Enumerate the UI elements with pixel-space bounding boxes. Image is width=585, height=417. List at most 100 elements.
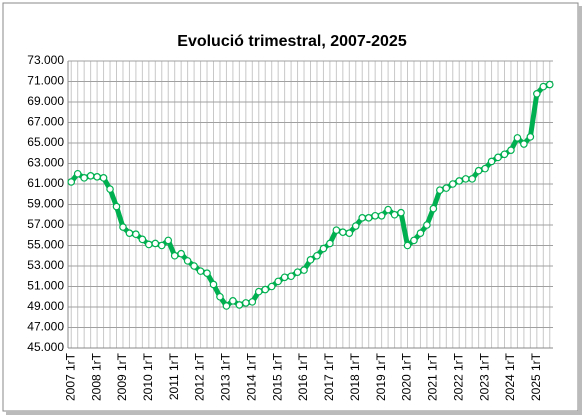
chart-frame xyxy=(2,2,579,412)
x-tick-label: 2009 1rT xyxy=(115,352,129,401)
data-point xyxy=(351,222,360,230)
data-point xyxy=(248,298,257,306)
data-point xyxy=(313,251,321,260)
data-point xyxy=(209,280,218,289)
data-point xyxy=(261,285,270,294)
data-point xyxy=(196,267,205,275)
data-point xyxy=(293,268,302,276)
data-point xyxy=(526,133,535,141)
data-point xyxy=(436,186,444,194)
data-point xyxy=(300,266,308,274)
data-point xyxy=(157,241,166,250)
data-point xyxy=(442,184,451,192)
data-point xyxy=(216,292,224,301)
data-point xyxy=(371,211,379,220)
data-point xyxy=(468,175,476,183)
y-tick-label: 49.000 xyxy=(27,299,64,313)
data-point xyxy=(487,157,496,166)
x-tick-label: 2022 1rT xyxy=(451,352,465,401)
y-tick-label: 53.000 xyxy=(27,258,64,272)
x-tick-label: 2013 1rT xyxy=(219,352,233,401)
data-point xyxy=(106,185,114,193)
data-point xyxy=(170,251,179,260)
data-point xyxy=(125,229,134,238)
data-point xyxy=(500,150,509,159)
data-point xyxy=(138,235,147,244)
data-point xyxy=(280,273,289,282)
data-point xyxy=(287,272,295,281)
data-point xyxy=(520,140,528,148)
y-tick-label: 59.000 xyxy=(27,197,64,211)
y-tick-label: 67.000 xyxy=(27,115,64,129)
data-point xyxy=(151,239,160,248)
data-point xyxy=(99,174,108,182)
data-point xyxy=(73,169,82,178)
y-tick-label: 73.000 xyxy=(27,53,64,67)
data-point xyxy=(242,299,250,307)
data-point xyxy=(423,221,431,229)
x-tick-label: 2008 1rT xyxy=(89,352,103,401)
data-point xyxy=(86,172,95,180)
data-point xyxy=(416,229,425,238)
y-tick-label: 45.000 xyxy=(27,340,64,354)
data-point xyxy=(545,80,554,89)
data-point xyxy=(403,241,412,250)
data-point xyxy=(183,257,192,265)
x-tick-label: 2012 1rT xyxy=(193,352,207,401)
x-tick-label: 2024 1rT xyxy=(503,352,517,401)
data-point xyxy=(145,240,153,249)
x-tick-label: 2018 1rT xyxy=(348,352,362,401)
data-point xyxy=(507,146,515,154)
frame-shadow xyxy=(578,6,582,414)
x-tick-label: 2025 1rT xyxy=(529,352,543,401)
y-tick-label: 69.000 xyxy=(27,94,64,108)
data-point xyxy=(533,90,541,98)
data-point xyxy=(235,301,244,309)
x-tick-label: 2014 1rT xyxy=(244,352,258,401)
y-tick-label: 65.000 xyxy=(27,135,64,149)
data-point xyxy=(481,164,489,173)
data-point xyxy=(267,282,276,291)
data-point xyxy=(364,214,373,222)
x-tick-label: 2007 1rT xyxy=(63,352,77,401)
x-tick-label: 2017 1rT xyxy=(322,352,336,401)
data-point xyxy=(274,277,282,286)
data-point xyxy=(164,236,173,245)
data-point xyxy=(384,205,392,214)
data-point xyxy=(93,173,101,181)
data-point xyxy=(397,208,405,217)
x-tick-label: 2010 1rT xyxy=(141,352,155,401)
x-tick-label: 2019 1rT xyxy=(374,352,388,401)
data-point xyxy=(306,256,315,264)
y-tick-label: 63.000 xyxy=(27,156,64,170)
chart-title: Evolució trimestral, 2007-2025 xyxy=(177,33,407,50)
data-point xyxy=(345,229,354,238)
data-point xyxy=(190,262,198,270)
x-tick-label: 2020 1rT xyxy=(400,352,414,401)
data-point xyxy=(390,210,399,219)
data-point xyxy=(112,202,121,211)
data-point xyxy=(132,230,140,239)
data-point xyxy=(332,226,341,234)
y-tick-label: 55.000 xyxy=(27,238,64,252)
y-tick-label: 71.000 xyxy=(27,74,64,88)
data-point xyxy=(229,297,237,305)
data-point xyxy=(222,302,231,310)
data-point xyxy=(539,82,548,91)
data-point xyxy=(410,236,418,245)
data-point xyxy=(203,269,211,277)
data-point xyxy=(494,153,502,162)
data-point xyxy=(513,134,522,142)
x-tick-label: 2015 1rT xyxy=(270,352,284,401)
data-point xyxy=(455,177,464,185)
data-point xyxy=(448,180,457,188)
data-point xyxy=(429,204,438,213)
data-point xyxy=(377,211,386,220)
data-point xyxy=(119,223,127,231)
x-tick-label: 2021 1rT xyxy=(426,352,440,401)
data-point xyxy=(326,239,334,248)
data-point xyxy=(254,287,263,296)
y-tick-label: 51.000 xyxy=(27,279,64,293)
data-point xyxy=(474,166,483,175)
